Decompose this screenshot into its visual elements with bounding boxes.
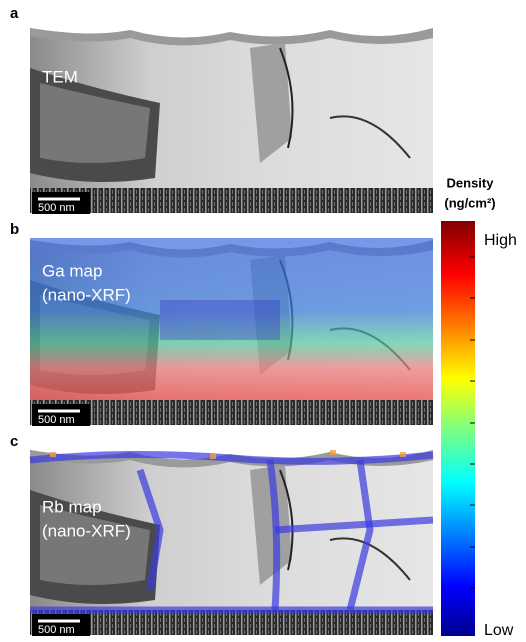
panel-label: (nano-XRF) xyxy=(42,285,131,304)
scale-bar: 500 nm xyxy=(32,192,90,214)
panel-letter: c xyxy=(10,433,18,450)
figure: 500 nm 500 nm 500 nm a b c TEM Ga map (n… xyxy=(0,0,526,642)
scale-bar: 500 nm xyxy=(32,614,90,636)
colorbar-title: Density xyxy=(447,175,495,190)
colorbar xyxy=(441,221,475,636)
scale-bar-label: 500 nm xyxy=(38,414,75,426)
panel-label: TEM xyxy=(42,67,78,86)
scale-bar-label: 500 nm xyxy=(38,624,75,636)
panel-label: Ga map xyxy=(42,261,102,280)
panel-label: (nano-XRF) xyxy=(42,521,131,540)
panel-label: Rb map xyxy=(42,497,102,516)
panel-letter: b xyxy=(10,221,19,238)
colorbar-unit: (ng/cm²) xyxy=(444,195,495,210)
colorbar-high: High xyxy=(484,232,517,249)
scale-bar-label: 500 nm xyxy=(38,202,75,214)
scale-bar: 500 nm xyxy=(32,404,90,426)
ga-map-image xyxy=(30,220,433,425)
colorbar-low: Low xyxy=(484,622,514,639)
panel-letter: a xyxy=(10,5,19,22)
tem-image xyxy=(30,8,433,213)
